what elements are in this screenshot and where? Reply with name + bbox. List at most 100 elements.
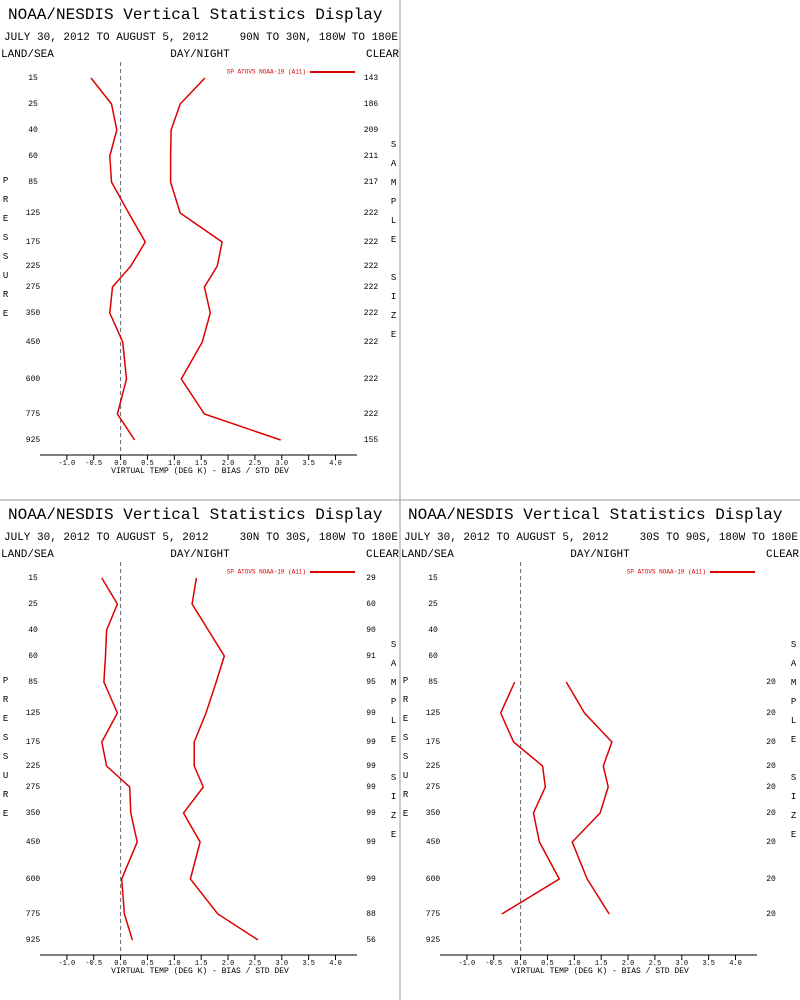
filter-label: LAND/SEA	[1, 49, 54, 61]
y-tick-label: 125	[26, 709, 41, 718]
y-tick-label: 775	[26, 910, 41, 919]
y-tick-label: 925	[26, 436, 41, 445]
filter-label: LAND/SEA	[1, 549, 54, 561]
x-tick-label: 1.0	[568, 960, 581, 968]
x-tick-label: 3.0	[675, 960, 688, 968]
x-tick-label: 1.0	[168, 960, 181, 968]
x-tick-label: -1.0	[58, 960, 75, 968]
sample-size-label: 222	[364, 209, 379, 218]
filter-label: CLEAR	[766, 549, 799, 561]
sample-size-label: 217	[364, 178, 379, 187]
subtitle: JULY 30, 2012 TO AUGUST 5, 2012	[4, 32, 209, 44]
y-tick-label: 15	[28, 74, 38, 83]
x-tick-label: 0.0	[114, 960, 127, 968]
x-axis-label: VIRTUAL TEMP (DEG K) - BIAS / STD DEV	[511, 967, 689, 976]
filter-label: DAY/NIGHT	[570, 549, 630, 561]
x-tick-label: -0.5	[485, 960, 502, 968]
y-tick-label: 225	[26, 762, 41, 771]
sample-size-label: 88	[366, 910, 376, 919]
filter-label: DAY/NIGHT	[170, 49, 230, 61]
y-tick-label: 450	[26, 838, 41, 847]
y-tick-label: 225	[26, 262, 41, 271]
region: 30N TO 30S, 180W TO 180E	[240, 532, 399, 544]
x-tick-label: 2.5	[249, 960, 262, 968]
y-tick-label: 15	[428, 574, 438, 583]
sample-size-label: 186	[364, 100, 379, 109]
x-tick-label: 4.0	[329, 460, 342, 468]
y-tick-label: 60	[28, 652, 38, 661]
y-tick-label: 85	[428, 678, 438, 687]
legend-label: SP ATOVS NOAA-19 (A11)	[227, 69, 306, 76]
std-dev-line	[169, 77, 281, 441]
sample-size-label: 99	[366, 762, 376, 771]
sample-size-label: 222	[364, 309, 379, 318]
chart-title: NOAA/NESDIS Vertical Statistics Display	[8, 506, 383, 524]
sample-size-label: 20	[766, 809, 776, 818]
y2-axis-label: SAMPLE SIZE	[389, 640, 399, 849]
chart-panel: NOAA/NESDIS Vertical Statistics Display J…	[401, 506, 800, 976]
y-tick-label: 925	[26, 936, 41, 945]
chart-panel: NOAA/NESDIS Vertical Statistics Display J…	[1, 6, 400, 476]
chart-title: NOAA/NESDIS Vertical Statistics Display	[408, 506, 783, 524]
y2-axis-label: SAMPLE SIZE	[389, 140, 399, 349]
sample-size-label: 60	[366, 600, 376, 609]
subtitle: JULY 30, 2012 TO AUGUST 5, 2012	[404, 532, 609, 544]
y-tick-label: 600	[26, 875, 41, 884]
filter-label: CLEAR	[366, 549, 399, 561]
y-tick-label: 85	[28, 678, 38, 687]
sample-size-label: 20	[766, 910, 776, 919]
x-tick-label: 4.0	[329, 960, 342, 968]
y-tick-label: 775	[26, 410, 41, 419]
y-tick-label: 600	[426, 875, 441, 884]
x-axis-label: VIRTUAL TEMP (DEG K) - BIAS / STD DEV	[111, 967, 289, 976]
y-tick-label: 175	[26, 738, 41, 747]
y-tick-label: 40	[428, 626, 438, 635]
sample-size-label: 95	[366, 678, 376, 687]
y-tick-label: 15	[28, 574, 38, 583]
sample-size-label: 56	[366, 936, 376, 945]
filter-label: CLEAR	[366, 49, 399, 61]
sample-size-label: 222	[364, 410, 379, 419]
x-tick-label: 0.5	[141, 960, 154, 968]
y-tick-label: 775	[426, 910, 441, 919]
sample-size-label: 20	[766, 783, 776, 792]
y-axis-label: PRESSURE	[401, 676, 411, 828]
sample-size-label: 20	[766, 709, 776, 718]
x-tick-label: 0.0	[114, 460, 127, 468]
y-tick-label: 275	[26, 283, 41, 292]
sample-size-label: 99	[366, 783, 376, 792]
chart-panel: NOAA/NESDIS Vertical Statistics Display J…	[1, 506, 400, 976]
legend-label: SP ATOVS NOAA-19 (A11)	[627, 569, 706, 576]
sample-size-label: 20	[766, 678, 776, 687]
y-tick-label: 450	[26, 338, 41, 347]
subtitle: JULY 30, 2012 TO AUGUST 5, 2012	[4, 532, 209, 544]
y2-axis-label: SAMPLE SIZE	[789, 640, 799, 849]
x-tick-label: -0.5	[85, 960, 102, 968]
y-tick-label: 125	[26, 209, 41, 218]
sample-size-label: 222	[364, 338, 379, 347]
y-tick-label: 125	[426, 709, 441, 718]
x-axis-label: VIRTUAL TEMP (DEG K) - BIAS / STD DEV	[111, 467, 289, 476]
x-tick-label: -1.0	[458, 960, 475, 968]
filter-label: DAY/NIGHT	[170, 549, 230, 561]
sample-size-label: 90	[366, 626, 376, 635]
x-tick-label: 3.5	[302, 460, 315, 468]
bias-line	[499, 681, 561, 915]
y-tick-label: 60	[28, 152, 38, 161]
sample-size-label: 211	[364, 152, 379, 161]
y-axis-label: PRESSURE	[1, 676, 11, 828]
y-tick-label: 25	[28, 100, 38, 109]
region: 90N TO 30N, 180W TO 180E	[240, 32, 399, 44]
sample-size-label: 222	[364, 238, 379, 247]
sample-size-label: 99	[366, 809, 376, 818]
y-tick-label: 600	[26, 375, 41, 384]
x-tick-label: 1.0	[168, 460, 181, 468]
bias-line	[90, 77, 147, 441]
x-tick-label: 2.0	[622, 960, 635, 968]
x-tick-label: 2.0	[222, 460, 235, 468]
filter-label: LAND/SEA	[401, 549, 454, 561]
region: 30S TO 90S, 180W TO 180E	[640, 532, 799, 544]
sample-size-label: 20	[766, 838, 776, 847]
